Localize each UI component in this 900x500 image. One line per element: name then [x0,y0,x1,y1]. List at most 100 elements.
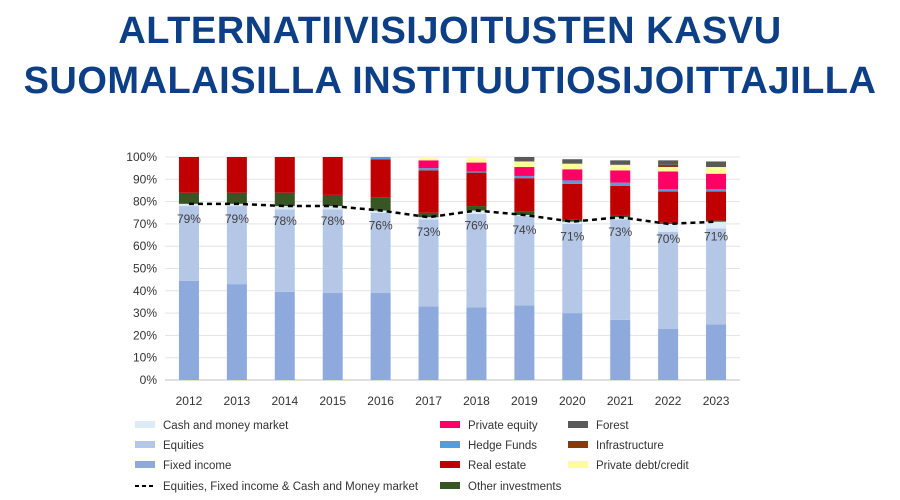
x-tick-label: 2015 [319,394,346,408]
legend-label: Private equity [468,420,538,432]
grid-lines [165,156,740,381]
y-tick-label: 70% [133,217,157,231]
data-label: 79% [177,212,201,226]
y-tick-label: 10% [133,351,157,365]
bar-segment [514,157,535,162]
bar-segment [610,319,631,380]
legend-swatch [440,441,460,448]
bar-segment [226,192,247,204]
bar-segment [418,306,439,380]
legend-swatch [440,461,460,468]
bar-segment [706,220,727,222]
bar-segment [562,163,583,170]
bar-segment [418,217,439,220]
bar-segment [610,185,631,215]
bar-segment [466,206,487,211]
x-tick-label: 2023 [703,394,730,408]
legend-label: Infrastructure [596,440,664,452]
bar-segment [322,209,343,294]
bar-segment [658,189,679,192]
y-tick-label: 0% [140,373,158,387]
legend-label: Private debt/credit [596,460,689,472]
bar-segment [466,157,487,163]
bar-segment [418,212,439,218]
bar-segment [514,161,535,168]
page-title-line1: ALTERNATIIVISIJOITUSTEN KASVU [118,10,782,52]
trend-line [188,202,717,226]
data-label: 71% [560,230,584,244]
bar-segment [466,307,487,380]
bar-segment [322,157,343,195]
y-tick-label: 20% [133,328,157,342]
bar-segment [706,189,727,192]
bar-segment [658,191,679,223]
bar-segment [466,172,487,207]
legend-swatch [440,482,460,489]
data-label: 74% [512,223,536,237]
data-label: 78% [321,214,345,228]
bar-segment [178,280,199,380]
legend-swatch [568,421,588,428]
y-tick-label: 60% [133,239,157,253]
x-tick-label: 2021 [607,394,634,408]
bar-segment [514,211,535,215]
legend-label: Real estate [468,460,526,472]
legend-label: Cash and money market [163,420,289,432]
bar-segment [274,157,295,193]
y-tick-label: 100% [126,150,157,164]
bar-segment [370,159,391,198]
data-label: 76% [464,219,488,233]
bar-segment [562,223,583,314]
data-label: 79% [225,212,249,226]
bar-segment [514,175,535,179]
bar-segment [370,293,391,380]
legend-swatch [568,441,588,448]
legend-swatch [135,441,155,448]
bar-segment [418,168,439,171]
data-label: 76% [369,219,393,233]
x-tick-label: 2013 [224,394,251,408]
legend: Cash and money market Private equity Fores… [135,420,689,493]
bar-segment [370,157,391,160]
x-tick-label: 2022 [655,394,682,408]
bar-segment [466,213,487,308]
bar-segment [658,171,679,190]
bar-segment [514,178,535,212]
legend-label: Equities, Fixed income & Cash and Money … [163,481,419,493]
bar-segment [418,157,439,161]
x-tick-label: 2012 [176,394,203,408]
legend-swatch [135,461,155,468]
data-label: 73% [417,225,441,239]
bar-segment [274,192,295,207]
y-tick-label: 40% [133,284,157,298]
x-tick-label: 2018 [463,394,490,408]
bar-segment [658,231,679,329]
legend-label: Fixed income [163,460,231,472]
legend-swatch [568,461,588,468]
x-tick-label: 2016 [367,394,394,408]
data-label: 73% [608,225,632,239]
y-tick-label: 80% [133,195,157,209]
bar-segment [322,194,343,207]
x-tick-label: 2020 [559,394,586,408]
bar-segment [274,209,295,292]
bar-segment [562,313,583,380]
bar-segment [706,228,727,325]
bar-segment [706,221,727,229]
bars-layer [178,157,727,380]
legend-swatch [135,421,155,428]
bar-segment [322,293,343,380]
legend-label: Equities [163,440,204,452]
page-title-line2: SUOMALAISILLA INSTITUUTIOSIJOITTAJILLA [23,60,877,102]
bar-segment [418,160,439,169]
percent-labels-layer: 79% 79% 78% 78% 76% 73% 76% 74% 71% 73% 70% 71% [177,212,728,246]
bar-segment [178,192,199,204]
legend-label: Forest [596,420,629,432]
legend-label: Hedge Funds [468,440,537,452]
data-label: 71% [704,230,728,244]
y-tick-label: 90% [133,172,157,186]
bar-segment [418,219,439,307]
bar-segment [562,159,583,164]
bar-segment [562,221,583,224]
y-tick-label: 50% [133,262,157,276]
